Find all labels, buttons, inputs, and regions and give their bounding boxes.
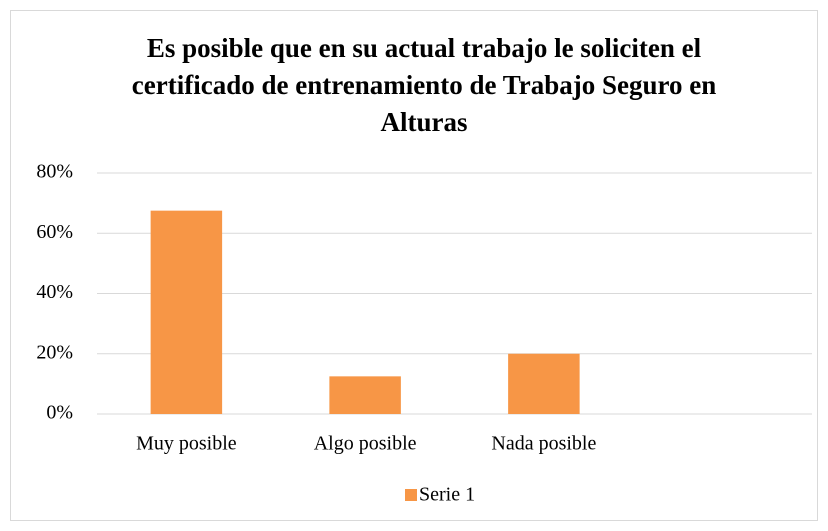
x-tick-label: Algo posible — [314, 433, 417, 455]
y-tick-label: 0% — [46, 402, 73, 424]
legend-label: Serie 1 — [419, 484, 475, 506]
y-tick-label: 20% — [36, 341, 73, 363]
y-tick-label: 80% — [36, 161, 73, 183]
y-tick-label: 40% — [36, 281, 73, 303]
bar — [508, 353, 580, 414]
chart-border — [10, 10, 818, 521]
y-tick-label: 60% — [36, 221, 73, 243]
bar — [150, 210, 223, 414]
x-tick-label: Muy posible — [136, 433, 237, 455]
chart-title: Es posible que en su actual trabajo le s… — [131, 33, 717, 137]
bar — [329, 376, 401, 414]
legend-swatch — [405, 489, 417, 501]
x-tick-label: Nada posible — [491, 433, 596, 455]
